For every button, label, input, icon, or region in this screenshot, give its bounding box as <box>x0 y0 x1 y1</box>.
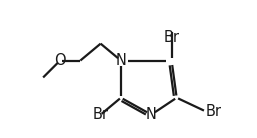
Text: Br: Br <box>205 104 222 119</box>
Text: O: O <box>54 53 66 68</box>
Text: N: N <box>115 53 126 68</box>
Text: Br: Br <box>164 30 180 45</box>
Text: N: N <box>146 107 157 122</box>
Text: Br: Br <box>93 107 109 122</box>
